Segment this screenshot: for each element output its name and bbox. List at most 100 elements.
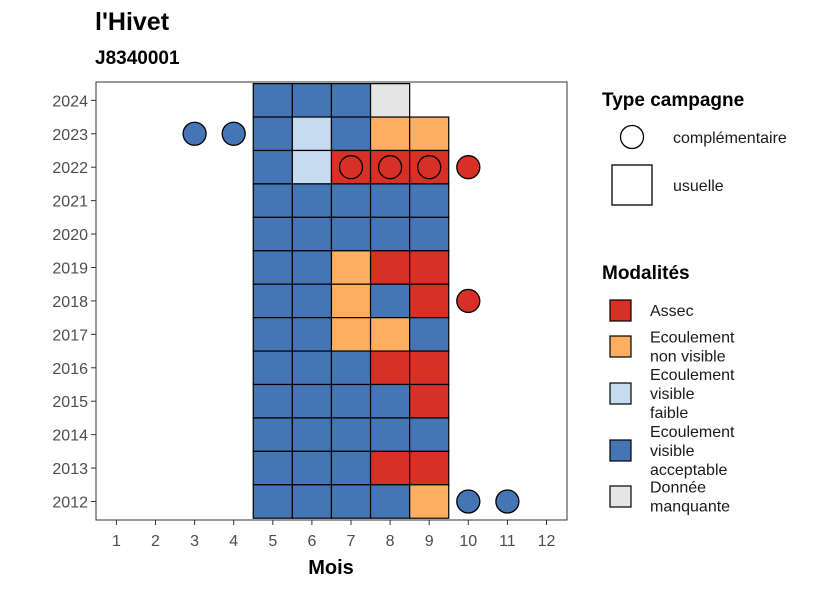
cell-2014-9 (409, 417, 450, 452)
cell-2016-6 (291, 350, 333, 386)
cell-2014-6 (291, 417, 333, 452)
usuelle-cells (252, 83, 450, 519)
cell-2012-9 (409, 484, 450, 519)
cell-2013-7 (330, 450, 372, 486)
legend-swatch-0 (609, 299, 632, 322)
y-tick-label-2024: 2024 (52, 93, 88, 110)
legend-swatch-1 (609, 335, 632, 358)
cell-2015-6 (291, 383, 333, 419)
cell-2019-5 (252, 250, 293, 285)
cell-2018-7 (330, 283, 372, 319)
cell-2015-8 (369, 383, 411, 419)
legend-modalite-label-3-1: visible (650, 443, 695, 460)
y-tick-label-2021: 2021 (52, 194, 88, 211)
cell-2020-8 (369, 216, 411, 252)
cell-2024-8 (369, 83, 411, 118)
point-2022-8 (377, 155, 403, 180)
legend-modalite-label-0-0: Assec (650, 303, 694, 320)
legend-modalite-label-2-2: faible (650, 405, 688, 422)
cell-2014-8 (369, 417, 411, 452)
cell-2015-9 (409, 383, 450, 419)
cell-2018-5 (252, 283, 293, 319)
legend-modalite-label-1-1: non visible (650, 349, 726, 366)
cell-2018-6 (291, 283, 333, 319)
point-2023-3 (182, 121, 207, 146)
x-axis-title: Mois (308, 557, 354, 579)
x-tick-label-4: 4 (229, 533, 238, 550)
cell-2012-6 (291, 484, 333, 519)
cell-2020-9 (409, 216, 450, 252)
cell-2020-6 (291, 216, 333, 252)
cell-2017-7 (330, 317, 372, 352)
y-axis: 2012 2013 2014 2015 2016 2017 2018 2019 2020 2021… (52, 93, 96, 512)
cell-2016-8 (369, 350, 411, 386)
cell-2016-5 (252, 350, 293, 386)
legend-swatch-3 (609, 439, 632, 462)
legend-type-label-circle: complémentaire (673, 130, 787, 147)
x-tick-label-11: 11 (499, 533, 516, 550)
y-tick-label-2015: 2015 (52, 394, 88, 411)
cell-2021-7 (330, 183, 372, 218)
y-tick-label-2022: 2022 (52, 160, 88, 177)
cell-2013-8 (369, 450, 411, 486)
cell-2021-8 (369, 183, 411, 218)
legend-modalite-label-2-1: visible (650, 386, 695, 403)
y-tick-label-2017: 2017 (52, 327, 88, 344)
cell-2013-5 (252, 450, 293, 486)
y-tick-label-2020: 2020 (52, 227, 88, 244)
x-tick-label-3: 3 (190, 533, 199, 550)
point-2012-10 (456, 489, 481, 514)
x-tick-label-10: 10 (459, 533, 477, 550)
x-tick-label-12: 12 (538, 533, 556, 550)
legend-modalites: Modalités Assec Ecoulement non visible Ecou… (602, 263, 735, 516)
cell-2024-7 (330, 83, 372, 118)
cell-2016-9 (409, 350, 450, 386)
legend-square-key (611, 164, 653, 206)
cell-2019-6 (291, 250, 333, 285)
x-tick-label-6: 6 (307, 533, 316, 550)
point-2023-4 (221, 121, 246, 146)
y-tick-label-2023: 2023 (52, 127, 88, 144)
point-2022-9 (417, 155, 442, 180)
cell-2024-5 (252, 83, 293, 118)
x-tick-label-1: 1 (112, 533, 121, 550)
point-2018-10 (456, 288, 481, 314)
legend-swatch-2 (609, 382, 632, 405)
cell-2017-9 (409, 317, 450, 352)
cell-2014-5 (252, 417, 293, 452)
cell-2020-7 (330, 216, 372, 252)
legend-modalite-label-4-1: manquante (650, 499, 730, 516)
cell-2018-9 (409, 283, 450, 319)
cell-2022-5 (252, 149, 293, 185)
point-2012-11 (495, 489, 520, 514)
cell-2015-7 (330, 383, 372, 419)
point-2022-7 (338, 155, 364, 180)
cell-2012-8 (369, 484, 411, 519)
cell-2020-5 (252, 216, 293, 252)
cell-2013-9 (409, 450, 450, 486)
cell-2023-9 (409, 116, 450, 152)
x-tick-label-2: 2 (151, 533, 160, 550)
x-tick-label-5: 5 (268, 533, 277, 550)
legend-type-title: Type campagne (602, 90, 744, 111)
cell-2017-8 (369, 317, 411, 352)
legend-modalites-title: Modalités (602, 263, 690, 284)
cell-2021-6 (291, 183, 333, 218)
legend-swatch-4 (609, 485, 632, 508)
legend-modalite-label-3-0: Ecoulement (650, 424, 735, 441)
cell-2023-5 (252, 116, 293, 152)
cell-2018-8 (369, 283, 411, 319)
y-tick-label-2014: 2014 (52, 428, 88, 445)
cell-2014-7 (330, 417, 372, 452)
legend-modalite-label-4-0: Donnée (650, 480, 706, 497)
y-tick-label-2018: 2018 (52, 294, 88, 311)
point-2022-10 (456, 155, 481, 180)
cell-2021-9 (409, 183, 450, 218)
x-tick-label-7: 7 (347, 533, 356, 550)
cell-2024-6 (291, 83, 333, 118)
legend-type-label-square: usuelle (673, 178, 724, 195)
legend-modalite-label-1-0: Ecoulement (650, 330, 735, 347)
cell-2016-7 (330, 350, 372, 386)
y-tick-label-2013: 2013 (52, 461, 88, 478)
